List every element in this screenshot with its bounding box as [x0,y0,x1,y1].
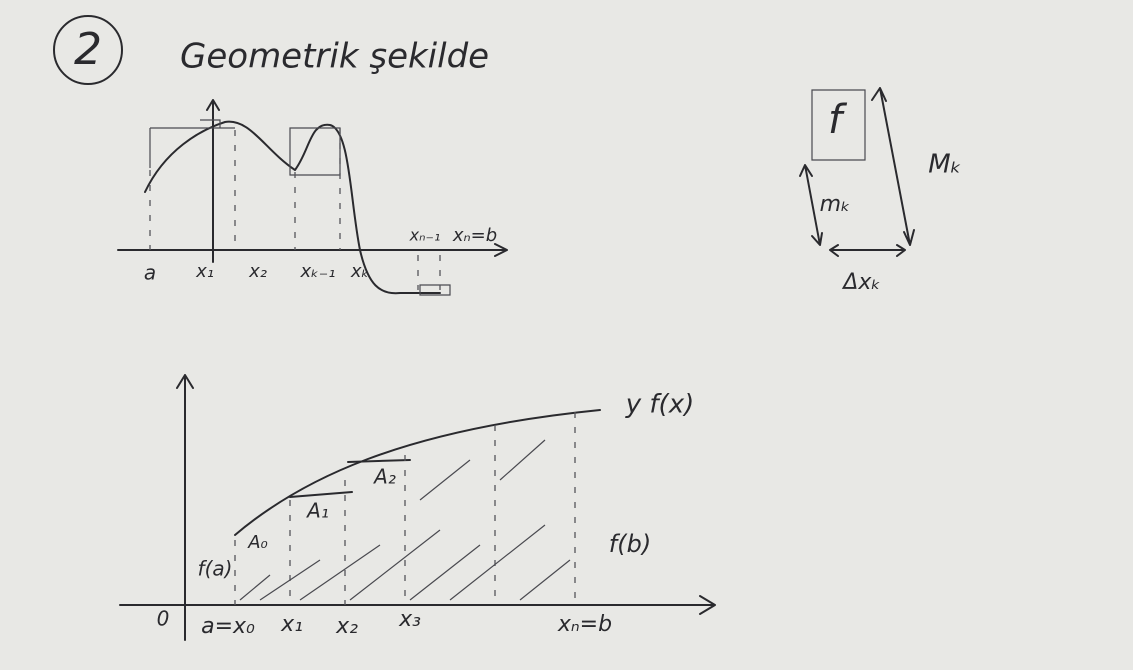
label: mₖ [820,192,851,217]
label: x₁ [280,612,303,637]
label: Mₖ [928,150,962,180]
label: a=x₀ [201,614,255,639]
label: A₀ [247,532,268,553]
label: y f(x) [625,390,694,420]
label: x₂ [248,261,267,282]
label: A₁ [305,499,329,523]
label: x₁ [195,261,214,282]
label: A₂ [372,465,396,489]
label: x₃ [398,607,421,632]
label: x₂ [335,614,358,639]
label: 0 [157,607,170,631]
label: xₖ [350,261,369,282]
label: xₖ₋₁ [299,261,335,282]
label: f(a) [198,557,233,581]
label: xₙ=b [452,225,497,246]
notes-page: 2 Geometrik şekilde a x₁ x₂ xₖ₋₁ xₖ xₙ₋₁… [0,0,1133,670]
number: 2 [74,24,102,75]
label: Δxₖ [841,270,880,295]
label: xₙ₋₁ [409,226,441,245]
paper [0,0,1133,670]
label: f(b) [609,530,651,558]
label: a [144,261,156,285]
title: Geometrik şekilde [180,37,489,77]
label: xₙ=b [557,612,612,637]
